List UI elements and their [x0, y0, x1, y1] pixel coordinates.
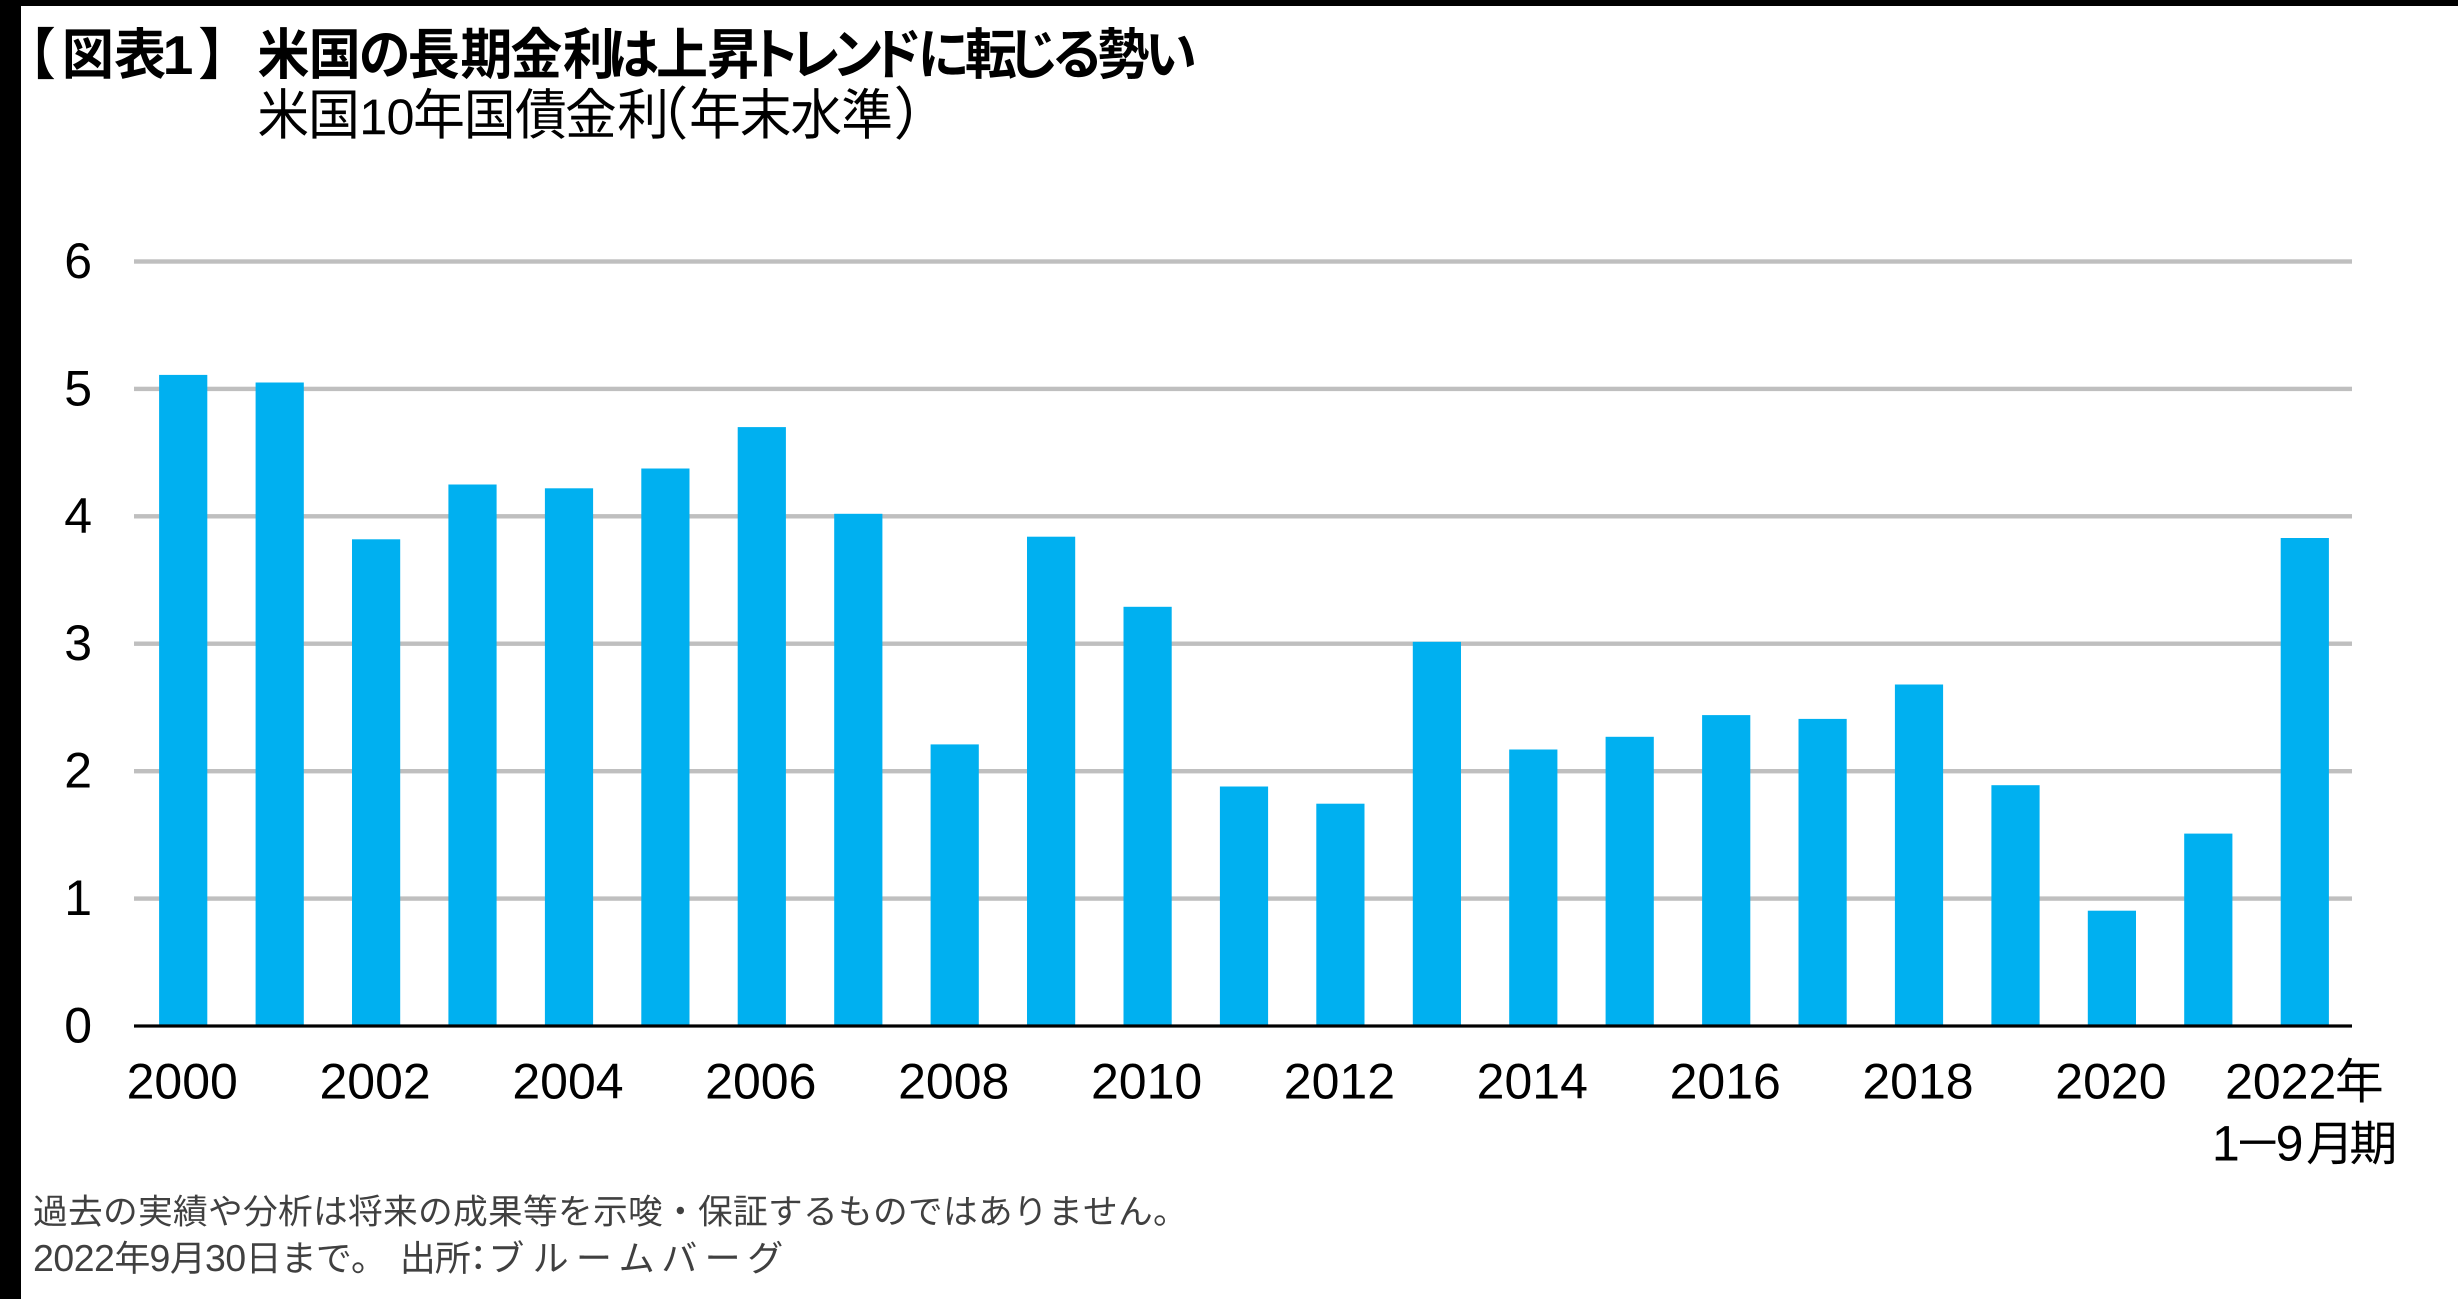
svg-text:2008: 2008	[898, 1054, 1009, 1110]
svg-text:2004: 2004	[512, 1054, 623, 1110]
svg-text:2012: 2012	[1284, 1054, 1395, 1110]
svg-text:3: 3	[64, 615, 92, 671]
svg-text:6: 6	[64, 233, 92, 289]
svg-text:1: 1	[64, 870, 92, 926]
svg-text:2006: 2006	[705, 1054, 816, 1110]
svg-text:2002: 2002	[319, 1054, 430, 1110]
svg-text:0: 0	[64, 998, 92, 1054]
svg-text:5: 5	[64, 360, 92, 416]
svg-text:2000: 2000	[127, 1054, 238, 1110]
svg-text:2018: 2018	[1862, 1054, 1973, 1110]
svg-text:2: 2	[64, 743, 92, 799]
svg-text:2014: 2014	[1477, 1054, 1588, 1110]
svg-text:2016: 2016	[1670, 1054, 1781, 1110]
svg-text:2020: 2020	[2055, 1054, 2166, 1110]
svg-text:4: 4	[64, 488, 92, 544]
svg-text:2010: 2010	[1091, 1054, 1202, 1110]
